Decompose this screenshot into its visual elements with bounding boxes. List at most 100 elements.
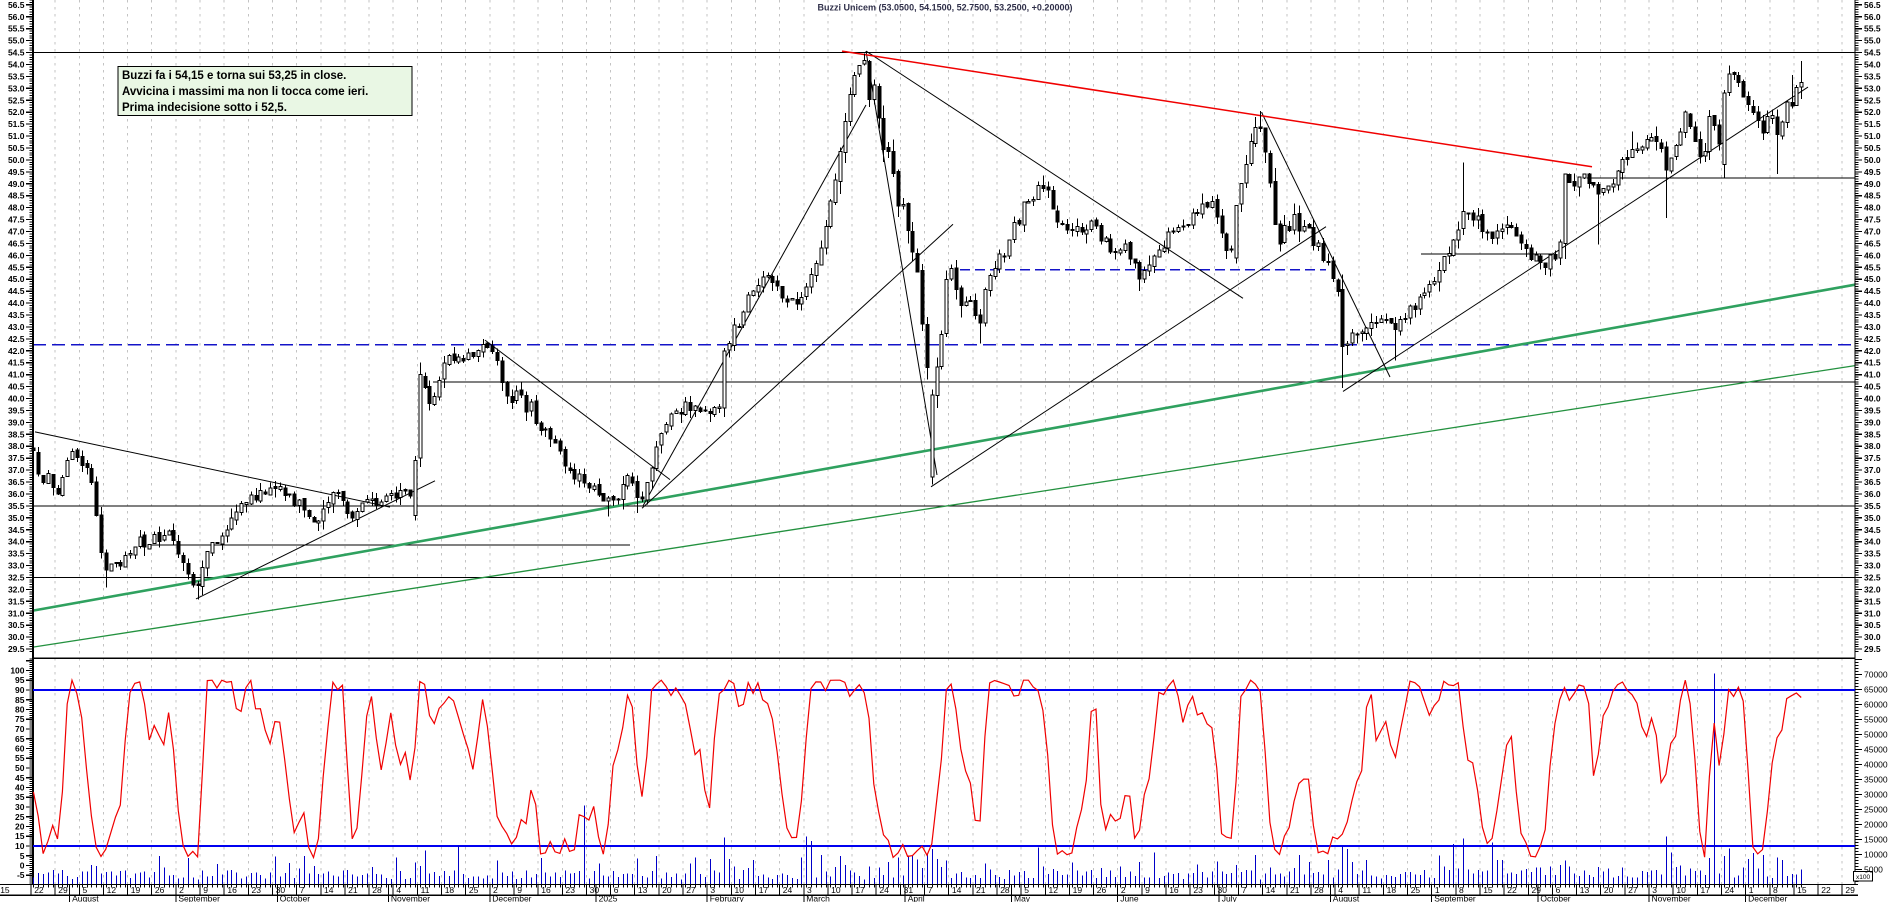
svg-text:15: 15 — [0, 885, 10, 895]
svg-text:34.5: 34.5 — [1864, 525, 1881, 535]
svg-text:41.0: 41.0 — [1864, 370, 1881, 380]
svg-text:22: 22 — [1507, 885, 1517, 895]
svg-text:50.5: 50.5 — [8, 143, 25, 153]
svg-text:45.0: 45.0 — [8, 274, 25, 284]
svg-text:49.0: 49.0 — [1864, 179, 1881, 189]
svg-text:29: 29 — [1845, 885, 1855, 895]
svg-text:38.5: 38.5 — [8, 429, 25, 439]
svg-text:85: 85 — [15, 695, 25, 705]
svg-text:May: May — [1014, 893, 1031, 902]
svg-text:16: 16 — [541, 885, 551, 895]
svg-text:90: 90 — [15, 685, 25, 695]
svg-text:February: February — [710, 893, 745, 902]
svg-text:30: 30 — [276, 885, 286, 895]
svg-text:80: 80 — [15, 705, 25, 715]
svg-text:28: 28 — [1000, 885, 1010, 895]
svg-text:30.5: 30.5 — [1864, 620, 1881, 630]
svg-text:7: 7 — [300, 885, 305, 895]
svg-text:34.5: 34.5 — [8, 525, 25, 535]
svg-text:2: 2 — [179, 885, 184, 895]
svg-text:49.0: 49.0 — [8, 179, 25, 189]
svg-text:2: 2 — [493, 885, 498, 895]
svg-text:Buzzi Unicem (53.0500, 54.1500: Buzzi Unicem (53.0500, 54.1500, 52.7500,… — [818, 3, 1073, 13]
svg-text:8: 8 — [1459, 885, 1464, 895]
svg-text:25: 25 — [1411, 885, 1421, 895]
svg-text:30.5: 30.5 — [8, 620, 25, 630]
svg-text:40.0: 40.0 — [1864, 394, 1881, 404]
svg-text:54.5: 54.5 — [8, 48, 25, 58]
svg-text:5000: 5000 — [1864, 865, 1883, 875]
svg-text:44.0: 44.0 — [8, 298, 25, 308]
svg-text:39.5: 39.5 — [8, 405, 25, 415]
svg-text:44.5: 44.5 — [8, 286, 25, 296]
svg-text:December: December — [492, 893, 531, 902]
svg-text:53.5: 53.5 — [8, 71, 25, 81]
svg-text:31.5: 31.5 — [8, 596, 25, 606]
svg-text:33.5: 33.5 — [8, 549, 25, 559]
svg-text:27: 27 — [686, 885, 696, 895]
svg-text:45.5: 45.5 — [1864, 262, 1881, 272]
svg-text:36.0: 36.0 — [8, 489, 25, 499]
svg-text:40: 40 — [15, 783, 25, 793]
svg-text:36.0: 36.0 — [1864, 489, 1881, 499]
svg-text:18: 18 — [1387, 885, 1397, 895]
svg-text:35: 35 — [15, 792, 25, 802]
svg-text:20: 20 — [1604, 885, 1614, 895]
svg-text:June: June — [1120, 893, 1139, 902]
svg-text:1: 1 — [1435, 885, 1440, 895]
svg-text:52.0: 52.0 — [8, 107, 25, 117]
svg-text:24: 24 — [1725, 885, 1735, 895]
svg-text:29.5: 29.5 — [1864, 644, 1881, 654]
svg-text:25000: 25000 — [1864, 805, 1888, 815]
svg-text:54.5: 54.5 — [1864, 48, 1881, 58]
svg-text:November: November — [391, 893, 430, 902]
svg-text:65: 65 — [15, 734, 25, 744]
svg-text:31.0: 31.0 — [1864, 608, 1881, 618]
svg-text:38.0: 38.0 — [8, 441, 25, 451]
svg-text:19: 19 — [1073, 885, 1083, 895]
svg-text:44.0: 44.0 — [1864, 298, 1881, 308]
svg-text:November: November — [1652, 893, 1691, 902]
svg-text:October: October — [1540, 893, 1570, 902]
svg-text:September: September — [1434, 893, 1476, 902]
svg-text:April: April — [908, 893, 925, 902]
svg-text:45000: 45000 — [1864, 745, 1888, 755]
svg-text:10000: 10000 — [1864, 850, 1888, 860]
svg-text:December: December — [1748, 893, 1787, 902]
svg-text:23: 23 — [1193, 885, 1203, 895]
svg-text:11: 11 — [1362, 885, 1371, 895]
svg-text:35.5: 35.5 — [1864, 501, 1881, 511]
svg-text:34.0: 34.0 — [1864, 537, 1881, 547]
svg-text:49.5: 49.5 — [8, 167, 25, 177]
svg-text:15000: 15000 — [1864, 835, 1888, 845]
svg-text:43.0: 43.0 — [8, 322, 25, 332]
svg-text:55.0: 55.0 — [8, 36, 25, 46]
svg-text:37.0: 37.0 — [1864, 465, 1881, 475]
svg-text:50.0: 50.0 — [8, 155, 25, 165]
svg-text:36.5: 36.5 — [8, 477, 25, 487]
svg-text:10: 10 — [831, 885, 841, 895]
svg-text:4: 4 — [396, 885, 401, 895]
svg-text:22: 22 — [34, 885, 44, 895]
svg-text:42.0: 42.0 — [8, 346, 25, 356]
svg-text:33.0: 33.0 — [8, 561, 25, 571]
svg-text:30000: 30000 — [1864, 790, 1888, 800]
svg-text:56.0: 56.0 — [1864, 12, 1881, 22]
svg-text:28: 28 — [1314, 885, 1324, 895]
svg-text:37.0: 37.0 — [8, 465, 25, 475]
svg-text:46.5: 46.5 — [8, 238, 25, 248]
svg-text:47.0: 47.0 — [8, 227, 25, 237]
svg-text:40.5: 40.5 — [1864, 382, 1881, 392]
svg-text:26: 26 — [155, 885, 165, 895]
svg-text:Buzzi fa i 54,15 e torna sui 5: Buzzi fa i 54,15 e torna sui 53,25 in cl… — [122, 70, 346, 82]
svg-text:35.0: 35.0 — [1864, 513, 1881, 523]
svg-text:2: 2 — [1121, 885, 1126, 895]
svg-text:40000: 40000 — [1864, 760, 1888, 770]
svg-text:14: 14 — [952, 885, 962, 895]
svg-text:50: 50 — [15, 763, 25, 773]
svg-text:43.5: 43.5 — [8, 310, 25, 320]
svg-text:51.0: 51.0 — [8, 131, 25, 141]
svg-text:29.5: 29.5 — [8, 644, 25, 654]
svg-text:21: 21 — [348, 885, 358, 895]
svg-text:37.5: 37.5 — [1864, 453, 1881, 463]
